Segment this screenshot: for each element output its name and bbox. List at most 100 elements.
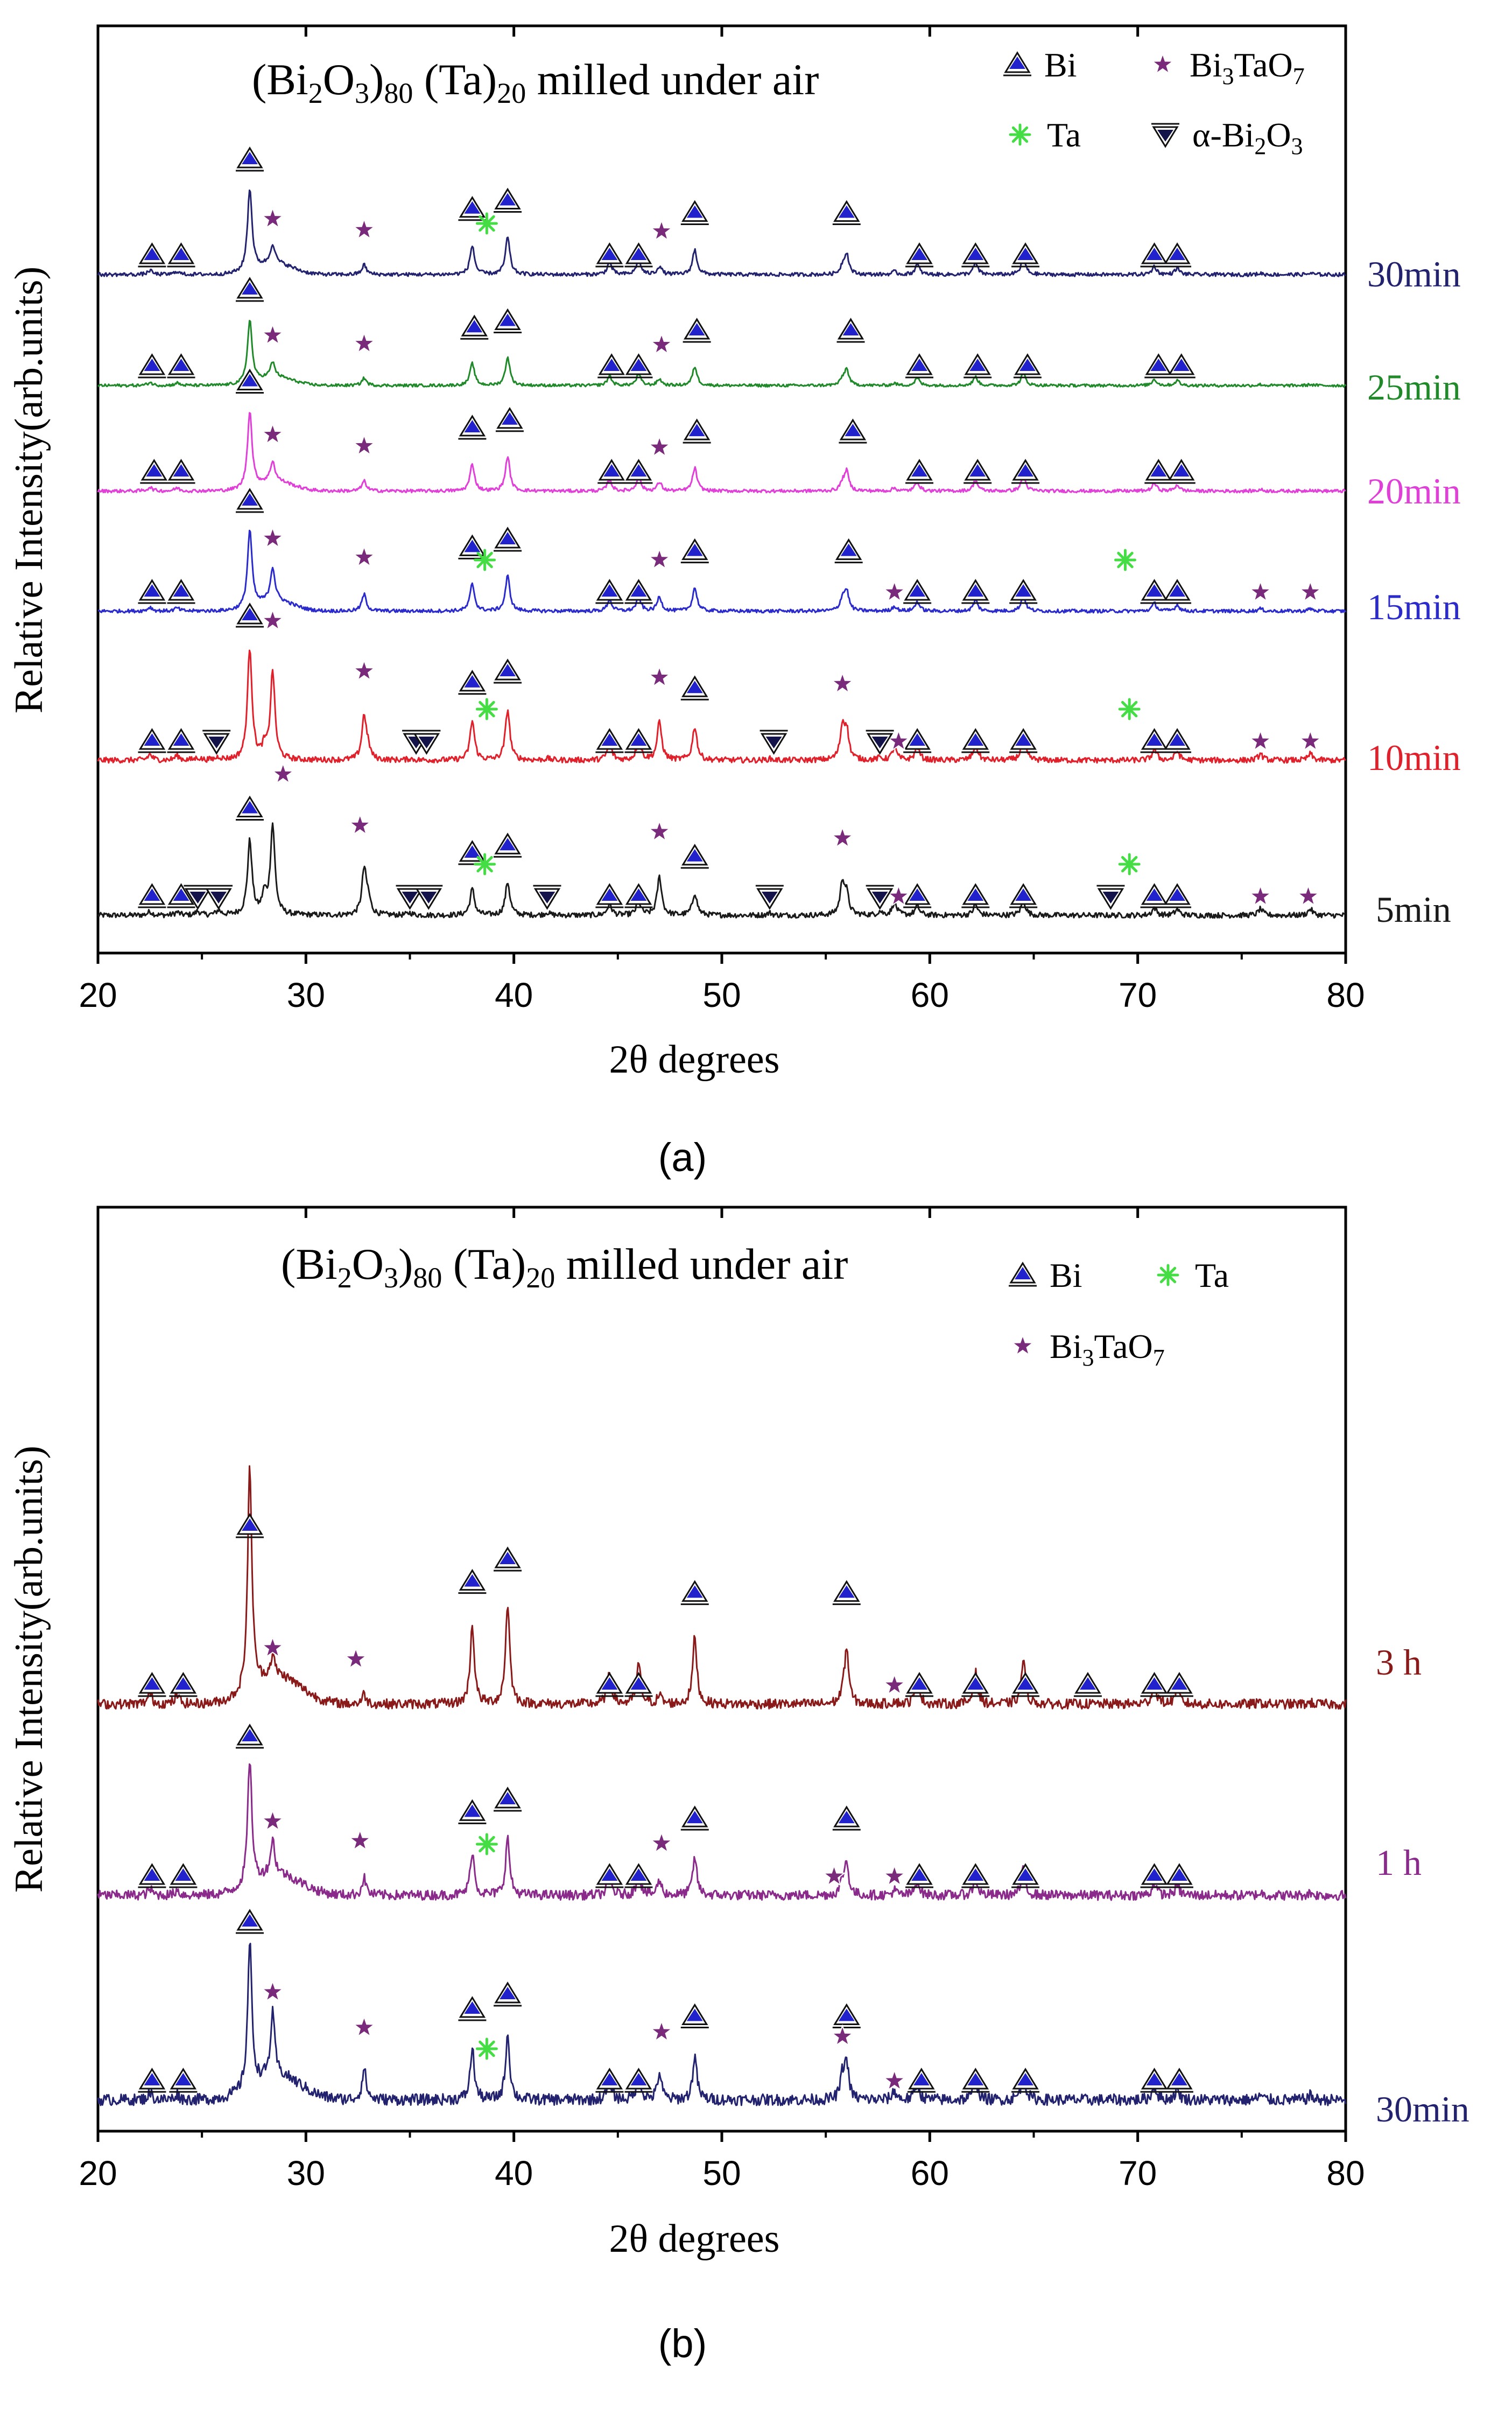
bi-marker-a-2-9 [903, 579, 932, 604]
bi3tao7-marker-b-1-2 [650, 1831, 673, 1854]
bi3tao7-marker-b-1-3 [822, 1864, 846, 1887]
bi-marker-b-1-2 [236, 1724, 264, 1749]
bi-marker-a-0-2 [236, 795, 264, 821]
bi-marker-b-2-13 [1140, 1672, 1169, 1697]
alpha-bi2o3-marker-a-0-1 [205, 885, 233, 910]
x-tick-label-a-40: 40 [495, 976, 533, 1014]
bi-marker-b-0-0 [138, 2068, 166, 2093]
bi-marker-a-5-10 [961, 242, 990, 268]
bi-marker-b-1-9 [905, 1863, 934, 1888]
series-label-b-3h: 3 h [1376, 1642, 1422, 1683]
bi3tao7-marker-a-0-6 [1296, 884, 1320, 907]
chart-title-b: (Bi2O3)80 (Ta)20 milled under air [281, 1239, 848, 1294]
bi-marker-b-1-8 [832, 1805, 861, 1831]
alpha-bi2o3-marker-a-0-7 [1096, 885, 1125, 910]
bi-marker-a-5-9 [905, 242, 934, 268]
bi-marker-b-1-0 [138, 1863, 166, 1888]
bi-marker-a-1-7 [680, 675, 709, 701]
bi-marker-a-3-1 [167, 459, 195, 484]
legend-label-a-2: Ta [1047, 116, 1081, 154]
bi-marker-b-1-1 [169, 1863, 198, 1888]
traces-a [97, 189, 1347, 919]
bi-marker-a-1-10 [1009, 728, 1038, 753]
panel-label-b: (b) [658, 2321, 707, 2366]
bi-marker-a-3-0 [140, 459, 168, 484]
x-tick-label-b-60: 60 [911, 2154, 949, 2193]
x-axis-label-a: 2θ degrees [609, 1038, 780, 1082]
bi3tao7-marker-a-1-5 [1248, 729, 1272, 752]
bi-marker-a-3-2 [236, 368, 264, 394]
trace-a-10min [97, 649, 1346, 764]
bi-marker-a-3-6 [624, 459, 653, 484]
legend-marker-a-3 [1151, 123, 1179, 148]
y-axis-label-b: Relative Intensity(arb.units) [7, 1446, 51, 1893]
legend-marker-a-1 [1151, 52, 1175, 75]
phase-markers-a [138, 146, 1323, 910]
series-labels-a: 5min 10min 15min 20min 25min 30min [1367, 254, 1461, 930]
bi3tao7-marker-a-1-6 [1298, 729, 1323, 752]
trace-b-3h [97, 1465, 1347, 1710]
bi-marker-a-4-1 [167, 353, 195, 379]
series-label-b-1h: 1 h [1376, 1842, 1422, 1883]
bi3tao7-marker-b-0-3 [831, 2024, 855, 2047]
bi-marker-b-0-3 [458, 1996, 487, 2021]
bi-marker-a-3-12 [1144, 459, 1173, 484]
bi-marker-b-0-9 [907, 2068, 936, 2093]
bi-marker-a-0-10 [1009, 883, 1038, 908]
bi-marker-a-0-4 [494, 832, 522, 858]
legend-label-a-3: α-Bi2O3 [1192, 116, 1303, 159]
bi-marker-a-2-13 [1163, 579, 1192, 604]
bi-marker-a-4-2 [236, 277, 264, 302]
ta-marker-a-0-1 [1118, 853, 1141, 876]
bi-marker-a-3-3 [458, 415, 487, 440]
bi-marker-b-2-4 [494, 1546, 522, 1572]
bi-marker-b-0-12 [1140, 2068, 1169, 2093]
bi3tao7-marker-a-0-4 [887, 884, 911, 907]
bi-marker-b-1-4 [494, 1787, 522, 1812]
bi-marker-a-5-8 [832, 200, 861, 225]
bi-marker-a-5-12 [1140, 242, 1169, 268]
bi3tao7-marker-a-0-2 [648, 819, 671, 842]
bi-marker-b-0-2 [236, 1909, 264, 1934]
bi-marker-b-2-5 [595, 1672, 624, 1697]
bi-marker-a-0-11 [1140, 883, 1169, 908]
bi3tao7-marker-a-1-1 [352, 659, 376, 682]
bi-marker-a-1-4 [494, 659, 522, 684]
bi-marker-b-0-5 [595, 2068, 624, 2093]
traces-b [97, 1465, 1347, 2106]
bi-marker-b-0-13 [1165, 2068, 1193, 2093]
alpha-bi2o3-marker-a-0-5 [755, 885, 784, 910]
bi-marker-a-5-2 [236, 146, 264, 172]
bi-marker-a-4-0 [138, 353, 166, 379]
trace-a-5min [97, 822, 1346, 919]
bi-marker-b-1-5 [595, 1863, 624, 1888]
alpha-bi2o3-marker-a-1-2 [412, 730, 441, 755]
x-ticks-a: 20 30 40 50 60 70 80 [79, 26, 1365, 1014]
legend-label-b-0: Bi [1050, 1256, 1082, 1294]
bi3tao7-marker-a-2-4 [1248, 579, 1272, 603]
bi-marker-a-3-13 [1167, 459, 1195, 484]
alpha-bi2o3-marker-a-1-0 [202, 730, 231, 755]
bi-marker-a-0-6 [624, 883, 653, 908]
bi3tao7-marker-a-2-1 [352, 545, 376, 568]
alpha-bi2o3-marker-a-0-6 [866, 885, 894, 910]
legend-b: Bi Ta Bi3TaO7 [1009, 1256, 1229, 1371]
series-labels-b: 30min 1 h 3 h [1376, 1642, 1469, 2130]
bi-marker-a-0-9 [961, 883, 990, 908]
bi-marker-a-4-3 [460, 314, 489, 340]
bi-marker-a-0-1 [167, 883, 195, 908]
bi-marker-a-2-2 [236, 488, 264, 513]
bi3tao7-marker-a-1-3 [831, 671, 854, 694]
bi-marker-a-2-1 [167, 579, 195, 604]
bi3tao7-marker-b-1-4 [882, 1864, 906, 1887]
bi3tao7-marker-a-5-0 [261, 206, 285, 229]
bi-marker-a-2-12 [1140, 579, 1169, 604]
bi3tao7-marker-a-0-1 [348, 813, 372, 836]
bi-marker-a-2-10 [961, 579, 990, 604]
bi-marker-b-2-3 [458, 1568, 487, 1594]
series-label-a-30min: 30min [1367, 254, 1461, 295]
bi3tao7-marker-a-1-4 [887, 729, 911, 752]
bi-marker-a-2-11 [1009, 579, 1038, 604]
bi-marker-a-0-8 [903, 883, 932, 908]
